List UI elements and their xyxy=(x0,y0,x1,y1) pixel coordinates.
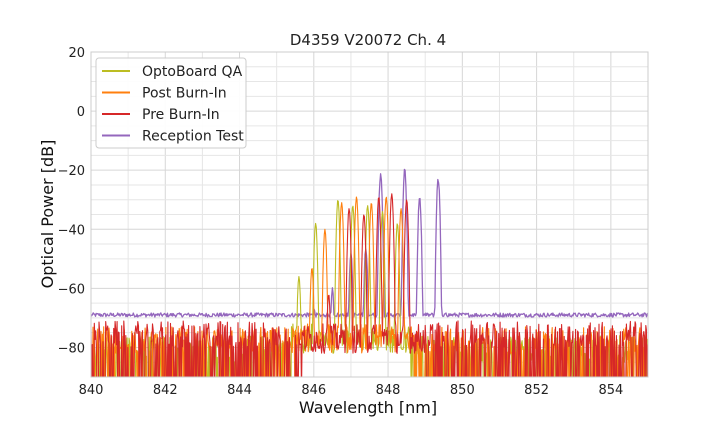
x-tick-label: 844 xyxy=(227,383,252,398)
legend-label: OptoBoard QA xyxy=(142,64,243,80)
x-tick-label: 846 xyxy=(301,383,326,398)
y-tick-label: 0 xyxy=(77,105,85,120)
x-axis-title: Wavelength [nm] xyxy=(299,398,437,417)
y-tick-label: −60 xyxy=(58,282,85,297)
series-reception-test xyxy=(91,168,648,318)
plot-frame xyxy=(90,51,649,378)
series-pre-burn-in xyxy=(91,193,648,377)
tick-labels: 840 842 844 846 848 850 852 854 20 0 −20 −40 −60 −80 xyxy=(58,46,624,398)
y-tick-label: −20 xyxy=(58,164,85,179)
y-tick-label: 20 xyxy=(68,46,85,61)
x-tick-label: 854 xyxy=(598,383,623,398)
x-tick-label: 848 xyxy=(376,383,401,398)
y-axis-title: Optical Power [dB] xyxy=(38,140,57,289)
y-tick-label: −40 xyxy=(58,223,85,238)
legend-label: Reception Test xyxy=(142,129,244,145)
x-tick-label: 840 xyxy=(79,383,104,398)
legend-label: Pre Burn-In xyxy=(142,107,220,123)
x-tick-label: 850 xyxy=(450,383,475,398)
x-tick-label: 852 xyxy=(524,383,549,398)
chart-title: D4359 V20072 Ch. 4 xyxy=(290,31,446,49)
y-tick-label: −80 xyxy=(58,341,85,356)
legend: OptoBoard QA Post Burn-In Pre Burn-In Recep… xyxy=(95,57,247,149)
series-line xyxy=(91,193,648,377)
series-layer xyxy=(91,168,648,377)
legend-label: Post Burn-In xyxy=(142,86,227,102)
x-tick-label: 842 xyxy=(153,383,178,398)
legend-box xyxy=(95,57,247,149)
series-line xyxy=(91,168,648,318)
